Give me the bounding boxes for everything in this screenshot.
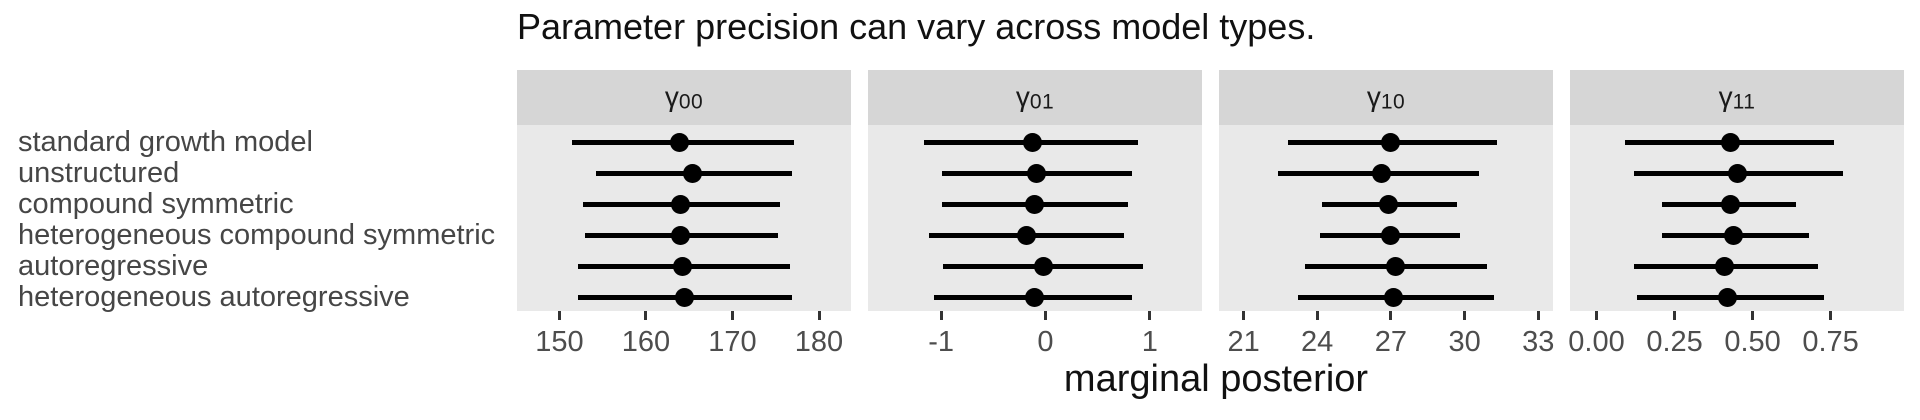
- x-tick-label: 21: [1227, 326, 1260, 358]
- x-axis-title: marginal posterior: [1063, 358, 1369, 400]
- point-estimate: [1024, 288, 1044, 307]
- x-tick-mark: [1463, 311, 1467, 320]
- x-tick-mark: [1829, 311, 1833, 320]
- point-estimate: [1715, 257, 1734, 276]
- plot-title: Parameter precision can vary across mode…: [517, 6, 1316, 47]
- facet-strip: γ00: [517, 70, 851, 125]
- point-estimate: [683, 164, 703, 183]
- facet-strip: γ11: [1570, 70, 1904, 125]
- x-tick-label: 170: [708, 326, 757, 358]
- x-tick-label: 0: [1037, 326, 1054, 358]
- x-tick-mark: [1043, 311, 1047, 320]
- x-tick-label: 27: [1374, 326, 1408, 358]
- point-estimate: [1026, 164, 1046, 183]
- x-tick-label: 0.75: [1802, 326, 1859, 358]
- x-tick-mark: [644, 311, 648, 320]
- point-estimate: [1383, 288, 1403, 307]
- point-estimate: [670, 133, 690, 152]
- point-estimate: [1381, 133, 1401, 152]
- y-axis-label: compound symmetric: [18, 188, 294, 220]
- point-estimate: [1033, 257, 1053, 276]
- x-tick-mark: [817, 311, 821, 320]
- facet-strip: γ10: [1219, 70, 1553, 125]
- y-axis-label: heterogeneous compound symmetric: [18, 219, 496, 251]
- y-axis-label: autoregressive: [18, 250, 209, 282]
- facet-label: γ00: [664, 80, 704, 114]
- x-tick-label: -1: [928, 326, 954, 358]
- point-estimate: [1381, 226, 1401, 245]
- point-estimate: [1017, 226, 1037, 245]
- x-tick-label: 24: [1301, 326, 1334, 358]
- point-estimate: [1718, 288, 1738, 307]
- point-estimate: [672, 257, 692, 276]
- facet-label: γ10: [1366, 80, 1406, 114]
- x-tick-mark: [1315, 311, 1319, 320]
- x-tick-mark: [939, 311, 943, 320]
- point-estimate: [1379, 195, 1398, 214]
- x-tick-mark: [1148, 311, 1152, 320]
- facet-strip: γ01: [868, 70, 1202, 125]
- x-tick-label: 0.25: [1646, 326, 1703, 358]
- point-estimate: [1024, 195, 1044, 214]
- facet-panel: [1219, 125, 1553, 311]
- point-estimate: [1023, 133, 1043, 152]
- point-estimate: [1724, 226, 1744, 245]
- point-estimate: [671, 226, 690, 245]
- y-axis-label: standard growth model: [18, 126, 313, 158]
- x-tick-label: 0.50: [1724, 326, 1781, 358]
- x-tick-mark: [557, 311, 561, 320]
- x-tick-mark: [1751, 311, 1755, 320]
- point-estimate: [674, 288, 694, 307]
- x-tick-mark: [731, 311, 734, 320]
- facet-panel: [1570, 125, 1904, 311]
- x-tick-mark: [1389, 311, 1393, 320]
- point-estimate: [1721, 133, 1741, 152]
- x-tick-label: 0.00: [1568, 326, 1625, 358]
- facet-panel: [517, 125, 851, 311]
- x-tick-mark: [1595, 311, 1598, 320]
- y-axis-label: heterogeneous autoregressive: [18, 281, 410, 313]
- facet-panel: [868, 125, 1202, 311]
- point-estimate: [1386, 257, 1406, 276]
- x-tick-label: 30: [1448, 326, 1481, 358]
- point-estimate: [671, 195, 690, 214]
- x-tick-label: 33: [1522, 326, 1555, 358]
- x-tick-label: 160: [621, 326, 671, 358]
- facet-label: γ11: [1718, 80, 1756, 114]
- x-tick-label: 180: [794, 326, 844, 358]
- facet-label: γ01: [1015, 80, 1055, 114]
- x-tick-mark: [1536, 311, 1540, 320]
- x-tick-label: 150: [535, 326, 584, 358]
- point-estimate: [1721, 195, 1741, 214]
- point-estimate: [1371, 164, 1391, 183]
- x-tick-mark: [1242, 311, 1246, 320]
- x-tick-mark: [1673, 311, 1677, 320]
- x-tick-label: 1: [1141, 326, 1158, 358]
- point-estimate: [1727, 164, 1747, 183]
- y-axis-label: unstructured: [18, 157, 180, 189]
